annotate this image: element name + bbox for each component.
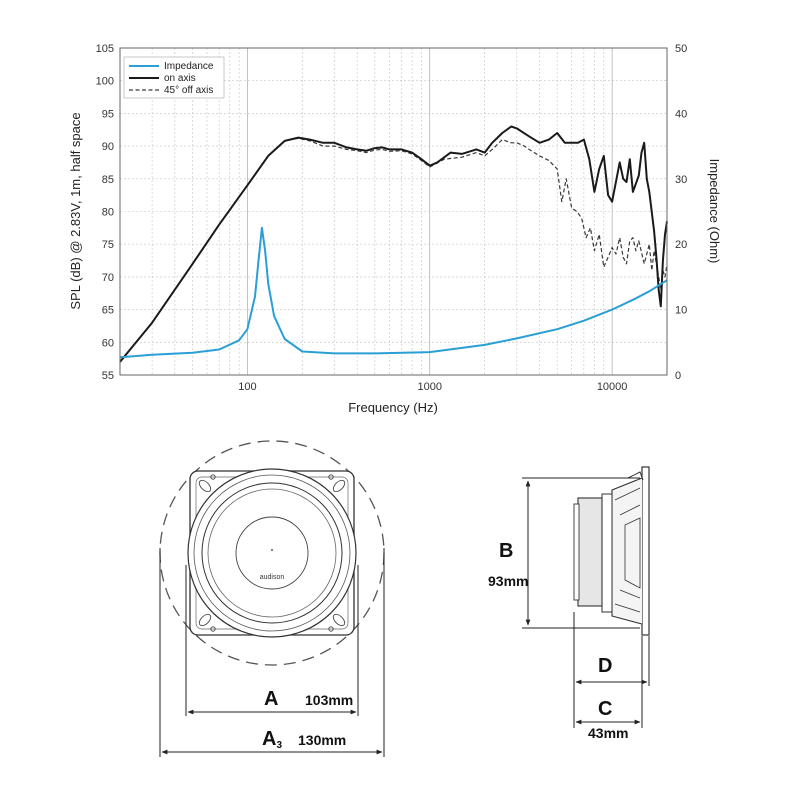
- y2-axis-label: Impedance (Ohm): [707, 159, 722, 264]
- off-axis-curve: [119, 137, 668, 363]
- dim-a3-subscript: 3: [276, 740, 282, 751]
- y2-tick-label: 10: [675, 305, 687, 317]
- dim-d-letter: D: [598, 655, 612, 677]
- dim-b-letter: B: [499, 540, 513, 562]
- y-tick-label: 70: [102, 272, 114, 284]
- dim-a3-letter-main: A: [262, 728, 276, 750]
- dim-a3-value: 130mm: [298, 732, 346, 748]
- surround-outer: [201, 482, 343, 624]
- side-dimension-lines: [522, 477, 650, 728]
- dim-c-letter: C: [598, 698, 612, 720]
- y-tick-label: 75: [102, 239, 114, 251]
- x-tick-label: 100: [238, 381, 256, 393]
- front-dimension-lines: [159, 548, 385, 757]
- dust-cap: [235, 516, 309, 590]
- y2-tick-label: 30: [675, 174, 687, 186]
- y-axis-label: SPL (dB) @ 2.83V, 1m, half space: [68, 112, 83, 309]
- y2-tick-label: 40: [675, 108, 687, 120]
- surround-inner: [207, 488, 337, 618]
- y-tick-label: 85: [102, 174, 114, 186]
- chart-curves: [119, 125, 668, 363]
- side-cone-detail: [614, 487, 641, 613]
- impedance-curve: [119, 226, 668, 359]
- x-axis-label: Frequency (Hz): [348, 400, 438, 415]
- y2-tick-label: 20: [675, 239, 687, 251]
- legend: Impedance on axis 45° off axis: [123, 56, 225, 99]
- side-terminal: [627, 471, 644, 481]
- plot-frame: [119, 47, 668, 376]
- center-dot: [271, 549, 273, 551]
- dim-b-value: 93mm: [488, 573, 528, 589]
- mounting-tabs: [198, 474, 346, 632]
- frame-ring-outer: [187, 468, 357, 638]
- speaker-side-view: [573, 466, 650, 636]
- dim-c-value: 43mm: [588, 725, 628, 741]
- brand-logo: audison: [260, 574, 285, 581]
- x-tick-label: 10000: [597, 381, 628, 393]
- frame-ring: [193, 474, 351, 632]
- y-tick-label: 100: [96, 76, 114, 88]
- side-basket: [611, 477, 643, 625]
- legend-label-impedance: Impedance: [164, 61, 214, 72]
- legend-label-on-axis: on axis: [164, 73, 196, 84]
- x-tick-label: 1000: [418, 381, 442, 393]
- y2-tick-label: 0: [675, 370, 681, 382]
- y-tick-label: 90: [102, 141, 114, 153]
- on-axis-curve: [119, 125, 668, 363]
- side-flange: [641, 466, 650, 636]
- chart-ticks: 55 60 65 70 75 80 85 90 95 100 105 0 10 20 30 40 50 100 10…: [96, 43, 688, 393]
- y-tick-label: 105: [96, 43, 114, 55]
- y-tick-label: 65: [102, 305, 114, 317]
- side-back-plate: [573, 503, 580, 601]
- y-tick-label: 60: [102, 337, 114, 349]
- frequency-response-chart: 55 60 65 70 75 80 85 90 95 100 105 0 10 20 30 40 50 100 10…: [68, 43, 722, 415]
- side-magnet-plate: [601, 493, 613, 613]
- speaker-front-view: audison: [159, 440, 385, 666]
- y2-tick-label: 50: [675, 43, 687, 55]
- dim-a-value: 103mm: [305, 692, 353, 708]
- y-tick-label: 80: [102, 207, 114, 219]
- legend-label-off-axis: 45° off axis: [164, 85, 213, 96]
- dim-a3-letter: A3: [262, 728, 282, 751]
- y-tick-label: 95: [102, 108, 114, 120]
- dim-a-letter: A: [264, 688, 278, 710]
- side-magnet: [577, 497, 603, 607]
- y-tick-label: 55: [102, 370, 114, 382]
